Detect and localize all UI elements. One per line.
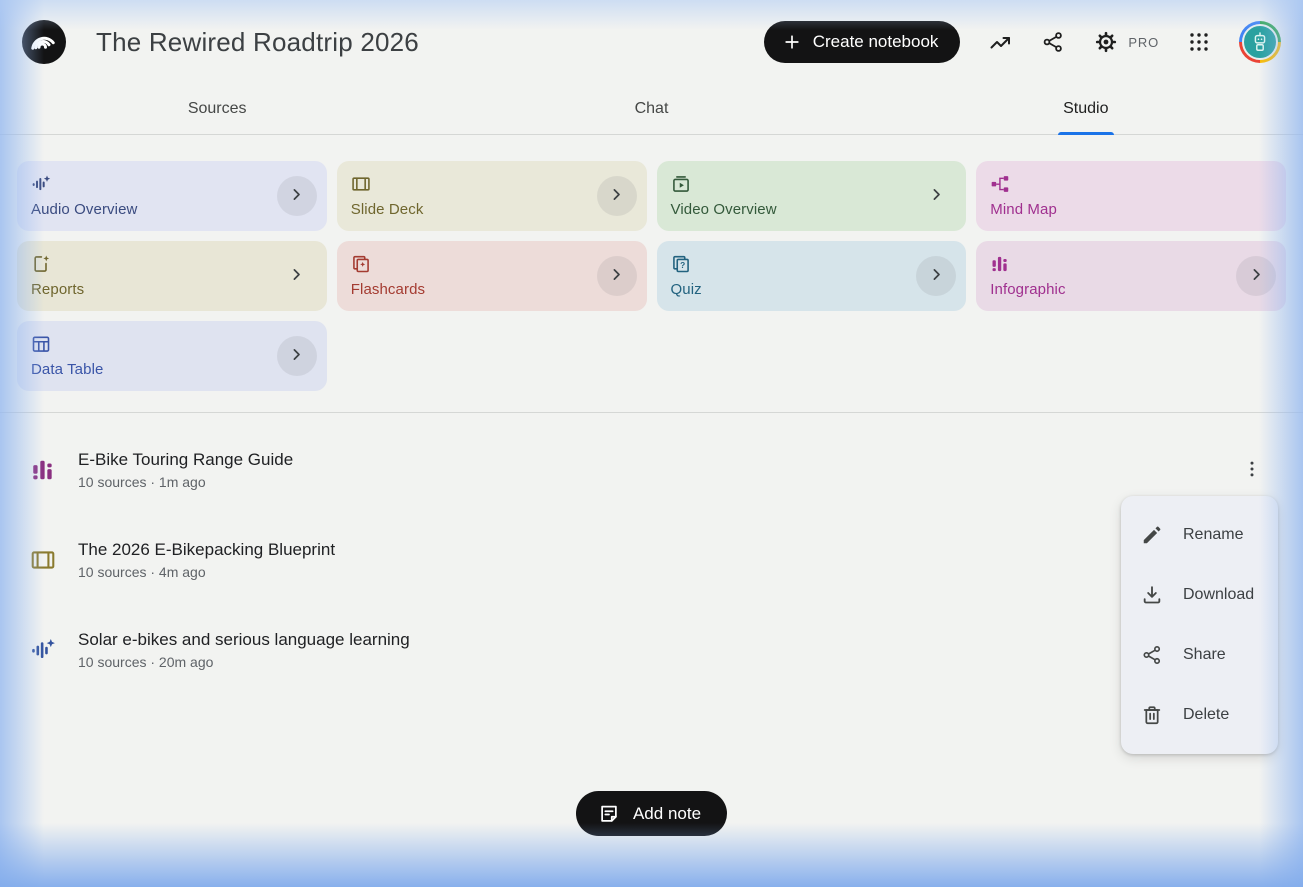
card-label: Flashcards [350,281,426,298]
menu-item-share[interactable]: Share [1121,625,1278,685]
card-label: Reports [31,281,85,298]
create-notebook-button[interactable]: Create notebook [763,21,961,63]
slide-deck-icon [351,174,371,194]
tab-sources[interactable]: Sources [187,100,247,117]
menu-item-download[interactable]: Download [1121,565,1278,625]
tab-bar: Sources Chat Studio [0,84,1303,135]
mind-map-icon [990,174,1010,194]
card-label: Video Overview [670,201,777,218]
card-label: Audio Overview [31,201,138,218]
artifact-title: The 2026 E-Bikepacking Blueprint [78,540,336,559]
pro-badge: PRO [1128,34,1159,50]
audio-overview-icon [28,637,58,663]
plus-icon [782,32,802,52]
artifact-meta: 10 sources · 1m ago [78,474,206,490]
reports-icon [31,254,51,274]
card-chevron-button[interactable] [276,176,317,216]
card-chevron-button[interactable] [276,336,317,376]
kebab-icon [1242,459,1262,482]
studio-card-video-overview[interactable]: Video Overview [656,161,967,231]
studio-card-quiz[interactable]: ? Quiz [656,241,967,311]
tab-chat[interactable]: Chat [634,100,669,117]
card-label: Mind Map [990,201,1057,218]
studio-card-audio-overview[interactable]: Audio Overview [17,161,327,231]
artifact-list: E-Bike Touring Range Guide 10 sources · 1… [0,413,1303,672]
more-options-button[interactable] [1237,455,1267,485]
artifact-row-solar-e-bikes-and-serious-language-learning[interactable]: Solar e-bikes and serious language learn… [28,628,1267,672]
download-icon [1141,584,1163,606]
analytics-icon[interactable] [987,29,1013,55]
robot-avatar-image [1242,24,1278,60]
menu-item-rename[interactable]: Rename [1121,505,1278,565]
card-chevron-button[interactable] [596,256,637,296]
share-icon [1141,644,1163,666]
card-chevron-button[interactable] [596,176,637,216]
studio-card-data-table[interactable]: Data Table [17,321,327,391]
note-icon [598,803,620,825]
studio-cards-grid: Audio Overview Slide Deck Video Overview Mi… [17,161,1286,391]
artifact-title: Solar e-bikes and serious language learn… [78,630,410,649]
app-header: The Rewired Roadtrip 2026 Create noteboo… [0,0,1303,84]
card-chevron-button[interactable] [916,176,956,216]
user-avatar[interactable] [1239,21,1281,63]
trash-icon [1141,704,1163,726]
settings-icon[interactable] [1093,29,1119,55]
menu-item-delete[interactable]: Delete [1121,685,1278,745]
card-label: Slide Deck [350,201,424,218]
video-overview-icon [671,174,691,194]
card-chevron-button[interactable] [1236,256,1276,296]
share-icon[interactable] [1040,29,1066,55]
studio-card-flashcards[interactable]: Flashcards [336,241,647,311]
studio-card-reports[interactable]: Reports [17,241,327,311]
chevron-right-icon [608,186,625,206]
tab-studio[interactable]: Studio [869,84,1303,134]
chevron-right-icon [1248,266,1265,286]
card-chevron-button[interactable] [277,256,317,296]
notebooklm-logo[interactable] [22,20,66,64]
studio-card-mind-map[interactable]: Mind Map [976,161,1286,231]
audio-overview-icon [31,174,51,194]
chevron-right-icon [608,266,625,286]
page-title: The Rewired Roadtrip 2026 [96,26,419,57]
chevron-right-icon [288,266,305,286]
chevron-right-icon [928,186,945,206]
card-label: Data Table [31,361,104,378]
data-table-icon [31,334,51,354]
studio-panel: Audio Overview Slide Deck Video Overview Mi… [0,135,1303,413]
studio-card-slide-deck[interactable]: Slide Deck [336,161,647,231]
svg-text:?: ? [680,260,685,270]
artifact-meta: 10 sources · 4m ago [78,564,206,580]
pencil-icon [1141,524,1163,546]
artifact-meta: 10 sources · 20m ago [78,654,214,670]
card-label: Quiz [670,281,702,298]
add-note-button[interactable]: Add note [575,791,728,836]
infographic-icon [28,457,58,483]
artifact-title: E-Bike Touring Range Guide [78,450,294,469]
chevron-right-icon [928,266,945,286]
card-chevron-button[interactable] [916,256,957,296]
apps-grid-icon[interactable] [1186,29,1212,55]
flashcards-icon [351,254,371,274]
context-menu: Rename Download Share Delete [1121,496,1278,754]
studio-card-infographic[interactable]: Infographic [976,241,1286,311]
chevron-right-icon [288,346,305,366]
infographic-icon [990,254,1010,274]
card-label: Infographic [990,281,1066,298]
slide-deck-icon [28,547,58,573]
chevron-right-icon [288,186,305,206]
quiz-icon: ? [671,254,691,274]
artifact-row-e-bike-touring-range-guide[interactable]: E-Bike Touring Range Guide 10 sources · 1… [28,448,1267,492]
artifact-row-the-2026-e-bikepacking-blueprint[interactable]: The 2026 E-Bikepacking Blueprint 10 sourc… [28,538,1267,582]
